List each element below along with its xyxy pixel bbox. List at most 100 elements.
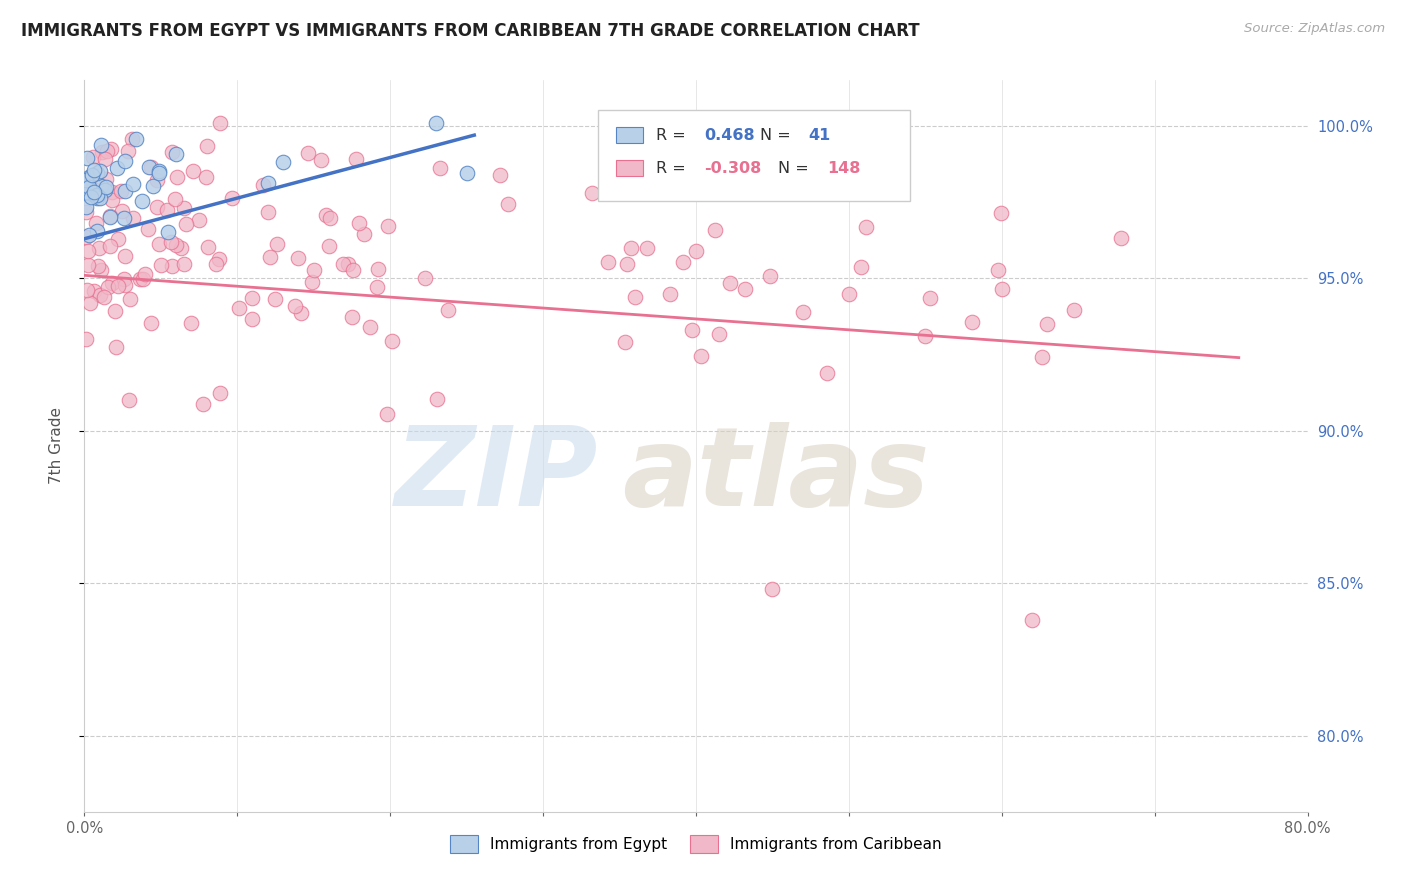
Point <box>413 270 436 285</box>
Point <box>89 164 111 178</box>
Point <box>98 210 121 224</box>
Point <box>141 317 163 331</box>
Point <box>89 287 111 301</box>
Point <box>718 276 741 290</box>
Point <box>489 168 512 182</box>
Legend: Immigrants from Egypt, Immigrants from Caribbean: Immigrants from Egypt, Immigrants from C… <box>444 829 948 859</box>
Point <box>76 185 98 199</box>
Point <box>377 219 399 234</box>
Point <box>90 263 112 277</box>
Point <box>1031 351 1053 365</box>
Point <box>636 241 658 255</box>
Point <box>257 176 280 190</box>
Point <box>156 202 179 217</box>
Point <box>637 129 659 144</box>
Point <box>148 236 170 251</box>
Point <box>195 139 218 153</box>
Point <box>96 144 118 158</box>
Point <box>815 366 838 380</box>
Point <box>703 223 725 237</box>
Point <box>685 244 707 258</box>
Point <box>855 220 877 235</box>
Point <box>672 255 695 269</box>
Point <box>112 272 135 286</box>
Point <box>266 237 288 252</box>
Point <box>353 227 375 241</box>
Point <box>77 180 100 194</box>
Point <box>160 235 183 249</box>
FancyBboxPatch shape <box>616 127 644 144</box>
Point <box>100 142 122 156</box>
Y-axis label: 7th Grade: 7th Grade <box>49 408 63 484</box>
Point <box>659 286 682 301</box>
Point <box>174 217 197 231</box>
Point <box>426 392 449 406</box>
Point <box>160 145 183 159</box>
Point <box>347 216 370 230</box>
Point <box>122 211 145 225</box>
Point <box>240 312 263 326</box>
Point <box>991 282 1014 296</box>
Point <box>259 250 281 264</box>
Point <box>613 334 636 349</box>
Point <box>498 197 520 211</box>
Point <box>105 340 128 354</box>
Point <box>758 268 780 283</box>
Point <box>122 177 145 191</box>
Point <box>125 132 148 146</box>
Point <box>761 582 783 597</box>
Point <box>83 186 105 201</box>
Point <box>690 349 713 363</box>
Point <box>75 172 97 186</box>
Point <box>149 259 172 273</box>
Point <box>436 303 458 318</box>
Text: 0.468: 0.468 <box>704 128 755 143</box>
Point <box>598 255 620 269</box>
Text: Source: ZipAtlas.com: Source: ZipAtlas.com <box>1244 22 1385 36</box>
Text: ZIP: ZIP <box>395 422 598 529</box>
Point <box>264 292 287 306</box>
Point <box>734 282 756 296</box>
Point <box>342 263 364 277</box>
Text: 148: 148 <box>827 161 860 176</box>
Point <box>987 263 1010 277</box>
Point <box>375 407 398 421</box>
Point <box>90 179 112 194</box>
Point <box>425 116 447 130</box>
Point <box>221 191 243 205</box>
Text: 41: 41 <box>808 128 831 143</box>
Point <box>84 188 107 202</box>
Point <box>75 205 97 219</box>
Text: -0.308: -0.308 <box>704 161 762 176</box>
Point <box>90 145 112 160</box>
Point <box>429 161 451 176</box>
Point <box>77 170 100 185</box>
Point <box>131 194 153 208</box>
Point <box>284 299 307 313</box>
Point <box>75 230 97 244</box>
Point <box>681 322 703 336</box>
Point <box>194 170 217 185</box>
Point <box>180 316 202 330</box>
Point <box>77 176 100 190</box>
Point <box>83 185 105 199</box>
Text: N =: N = <box>778 161 814 176</box>
Point <box>315 208 337 222</box>
Point <box>340 310 363 324</box>
Point <box>193 397 215 411</box>
Point <box>990 206 1012 220</box>
Point <box>173 257 195 271</box>
Point <box>131 272 153 286</box>
Point <box>252 178 274 192</box>
Point <box>616 258 638 272</box>
Point <box>920 291 942 305</box>
Point <box>146 200 169 214</box>
Point <box>96 180 118 194</box>
Point <box>205 256 228 270</box>
Point <box>114 250 136 264</box>
Point <box>118 292 141 306</box>
Point <box>914 329 936 343</box>
Point <box>77 228 100 243</box>
Point <box>93 183 115 197</box>
Point <box>287 252 309 266</box>
